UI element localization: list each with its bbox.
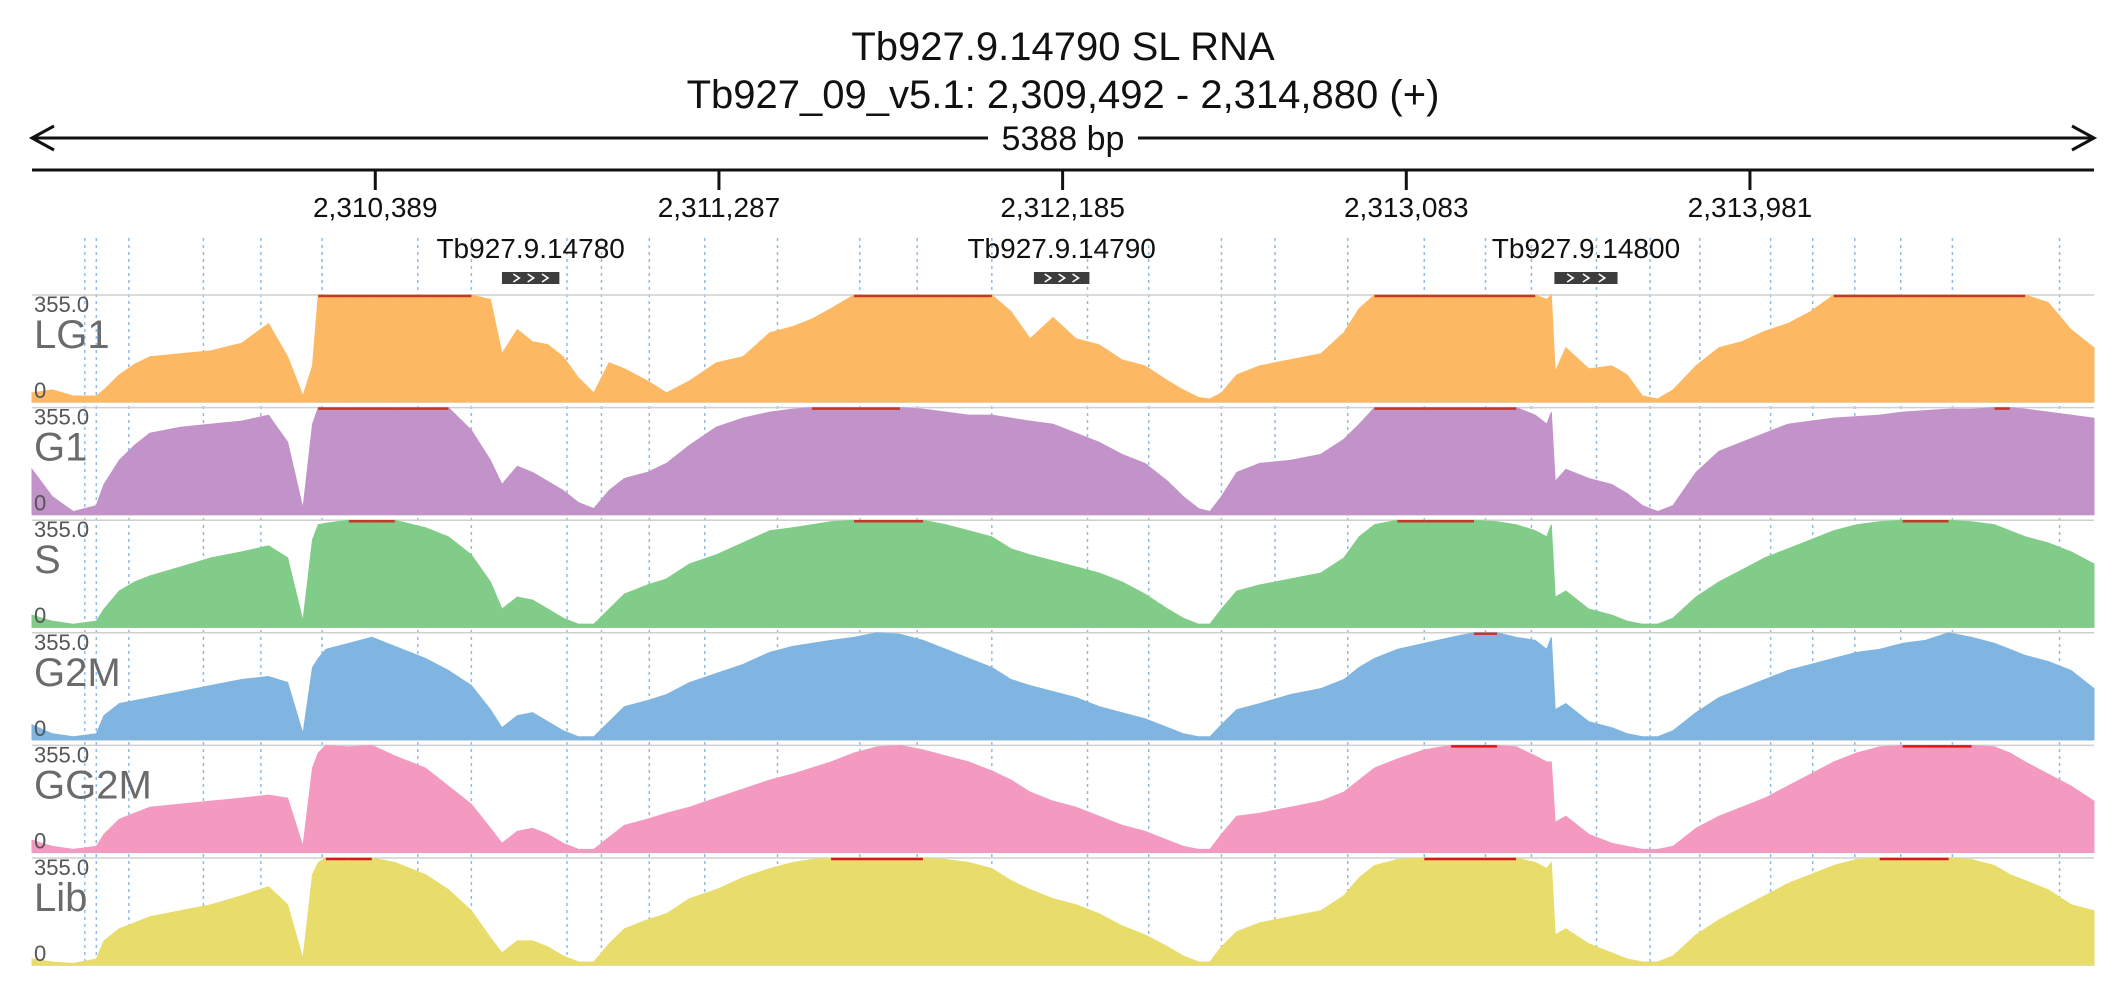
track-label: LG1 <box>34 313 110 357</box>
track-g1: 355.0 0 G1 <box>31 405 2095 516</box>
track-scale-min: 0 <box>34 828 46 853</box>
track-scale-min: 0 <box>34 491 46 516</box>
gene-feature <box>501 272 560 284</box>
gene-feature <box>1554 272 1618 284</box>
track-lib: 355.0 0 Lib <box>31 855 2095 966</box>
axis-tick-label: 2,313,981 <box>1688 192 1813 223</box>
track-scale-max: 355.0 <box>34 292 89 317</box>
track-scale-max: 355.0 <box>34 517 89 542</box>
track-label: G2M <box>34 651 121 695</box>
coverage-tracks: 355.00LG1355.00G1355.00S355.00G2M355.00G… <box>31 292 2095 966</box>
coverage-area <box>31 744 2095 853</box>
coverage-area <box>31 857 2095 966</box>
gene-strand-chevron <box>541 273 550 283</box>
track-label: G1 <box>34 426 87 470</box>
track-label: GG2M <box>34 763 152 807</box>
coverage-area <box>31 632 2095 741</box>
gene-feature <box>1033 272 1090 284</box>
track-label: Lib <box>34 876 87 920</box>
axis-tick-label: 2,311,287 <box>658 192 781 223</box>
coverage-area <box>31 293 2095 403</box>
span-arrow-head-left <box>28 124 55 152</box>
gene-strand-chevron <box>1044 273 1053 283</box>
gene-strand-chevron <box>1598 273 1607 283</box>
track-scale-min: 0 <box>34 378 46 403</box>
gene-strand-chevron <box>1058 273 1067 283</box>
track-label: S <box>34 538 61 582</box>
track-scale-max: 355.0 <box>34 742 89 767</box>
gene-strand-chevron <box>512 273 521 283</box>
track-scale-min: 0 <box>34 603 46 628</box>
track-scale-min: 0 <box>34 941 46 966</box>
genomic-axis: 2,310,389 2,311,287 2,312,185 2,313,083 2,31… <box>32 168 2094 223</box>
span-arrow <box>28 124 2098 152</box>
axis-tick-label: 2,312,185 <box>1000 192 1125 223</box>
track-gg2m: 355.0 0 GG2M <box>31 742 2095 853</box>
span-length-label: 5388 bp <box>1002 120 1125 158</box>
track-s: 355.0 0 S <box>31 517 2095 628</box>
gene-annotations: Tb927.9.14780 Tb927.9.14790 Tb927.9.14800 <box>436 233 1680 284</box>
track-scale-max: 355.0 <box>34 405 89 430</box>
coverage-area <box>31 519 2095 628</box>
track-scale-max: 355.0 <box>34 630 89 655</box>
gene-strand-chevron <box>527 273 536 283</box>
axis-tick-label: 2,310,389 <box>313 192 438 223</box>
track-lg1: 355.0 0 LG1 <box>31 292 2095 403</box>
gene-strand-chevron <box>1582 273 1591 283</box>
gene-strand-chevron <box>1072 273 1080 283</box>
track-g2m: 355.0 0 G2M <box>31 630 2095 741</box>
chart-title: Tb927.9.14790 SL RNA <box>851 25 1275 69</box>
gene-strand-chevron <box>1566 273 1575 283</box>
gene-label: Tb927.9.14790 <box>967 233 1155 264</box>
span-arrow-head-right <box>2071 124 2098 152</box>
gene-label: Tb927.9.14800 <box>1492 233 1680 264</box>
track-scale-max: 355.0 <box>34 855 89 880</box>
axis-tick-label: 2,313,083 <box>1344 192 1469 223</box>
coverage-area <box>31 407 2095 516</box>
track-scale-min: 0 <box>34 716 46 741</box>
chart-subtitle: Tb927_09_v5.1: 2,309,492 - 2,314,880 (+) <box>687 73 1440 117</box>
gene-label: Tb927.9.14780 <box>436 233 624 264</box>
